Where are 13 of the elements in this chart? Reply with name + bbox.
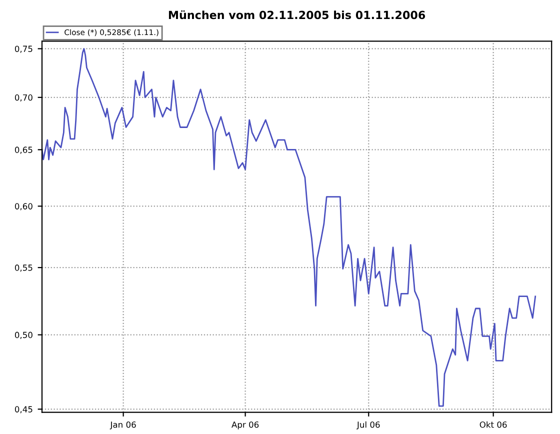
x-tick-label: Jul 06: [356, 421, 380, 430]
x-tick-label: Apr 06: [232, 421, 259, 430]
y-tick-label: 0,50: [14, 332, 32, 339]
y-tick-label: 0,45: [14, 406, 32, 414]
chart-title: München vom 02.11.2005 bis 01.11.2006: [168, 10, 426, 20]
y-tick-label: 0,75: [14, 46, 32, 53]
line-series: [42, 48, 536, 407]
x-tick-label: Okt 06: [480, 421, 507, 428]
y-tick-label: 0,55: [14, 264, 32, 272]
x-tick-label: Jan 06: [110, 421, 136, 430]
y-tick-label: 0,70: [14, 94, 32, 102]
y-tick-label: 0,60: [14, 203, 32, 210]
y-tick-label: 0,65: [14, 146, 32, 154]
